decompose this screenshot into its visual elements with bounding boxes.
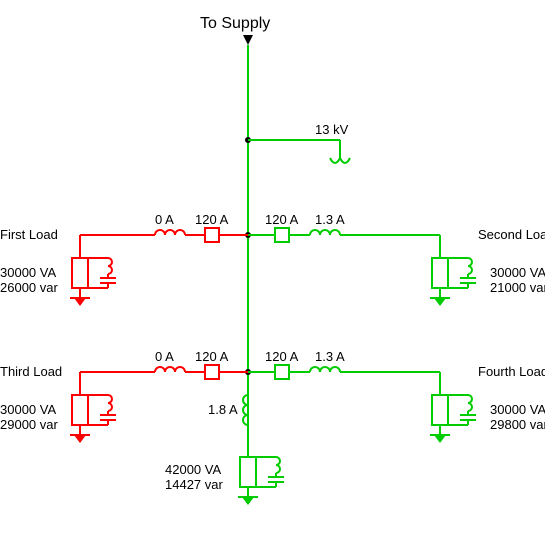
circuit-svg [0,0,545,545]
b1l-cur2: 120 A [195,212,228,227]
third-load-var: 29000 var [0,417,58,432]
title-label: To Supply [200,15,270,33]
second-load-var: 21000 var [490,280,545,295]
third-load-name: Third Load [0,364,62,379]
b2r-cur1: 120 A [265,349,298,364]
b2r-cur2: 1.3 A [315,349,345,364]
fourth-load-name: Fourth Load [478,364,545,379]
third-load-va: 30000 VA [0,402,56,417]
b2l-cur2: 120 A [195,349,228,364]
first-load-name: First Load [0,227,58,242]
fourth-load-va: 30000 VA [490,402,545,417]
b1r-cur1: 120 A [265,212,298,227]
second-load-name: Second Load [478,227,545,242]
b1l-cur1: 0 A [155,212,174,227]
b1r-cur2: 1.3 A [315,212,345,227]
supply-voltage: 13 kV [315,122,348,137]
first-load-va: 30000 VA [0,265,56,280]
bottom-cur: 1.8 A [208,402,238,417]
bottom-va: 42000 VA [165,462,221,477]
fourth-load-var: 29800 var [490,417,545,432]
bottom-var: 14427 var [165,477,223,492]
second-load-va: 30000 VA [490,265,545,280]
circuit-diagram: To Supply 13 kV First Load 30000 VA 2600… [0,0,545,545]
first-load-var: 26000 var [0,280,58,295]
b2l-cur1: 0 A [155,349,174,364]
